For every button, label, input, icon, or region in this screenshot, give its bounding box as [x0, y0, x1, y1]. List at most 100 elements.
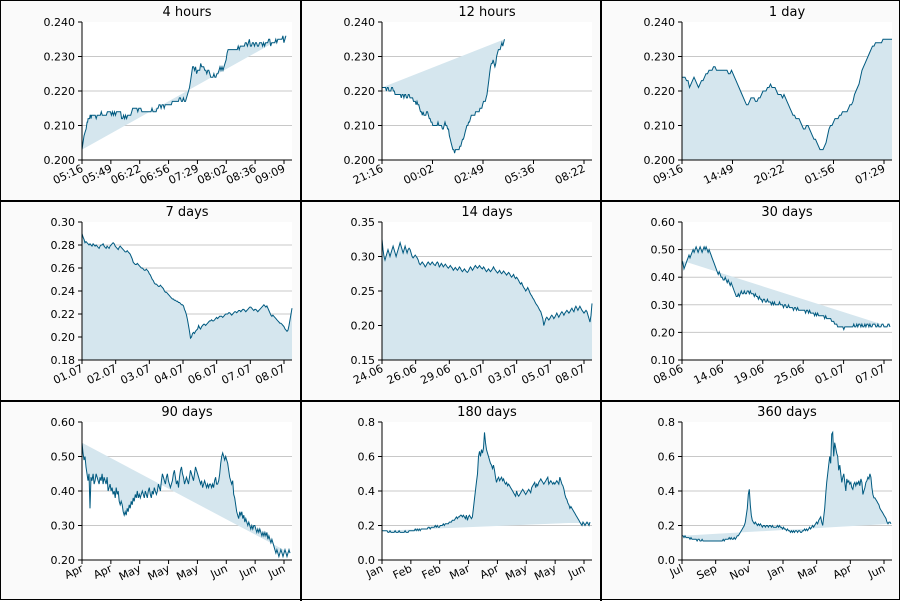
chart-title: 90 days [161, 405, 213, 420]
y-tick-label: 0.210 [344, 120, 376, 133]
series-area [82, 233, 292, 360]
y-tick-label: 0.24 [51, 285, 76, 298]
x-tick-label: 08.07 [553, 362, 587, 387]
y-tick-label: 0.0 [658, 554, 676, 567]
panel-divider [1, 200, 900, 202]
y-tick-label: 0.60 [51, 416, 76, 429]
chart-panel-14-days: 14 days 0.15 0.20 0.25 0.30 0.35 24.06 26.06 29.… [301, 201, 601, 401]
x-tick-label: 06.07 [186, 362, 220, 387]
chart-360-days: 360 days 0.0 0.2 0.4 0.6 0.8 Jul Sep Nov Jan Mar Ap… [658, 405, 892, 583]
chart-title: 4 hours [163, 5, 212, 20]
y-tick-label: 0.0 [358, 554, 376, 567]
y-tick-label: 0.6 [358, 451, 376, 464]
y-tick-label: 0.30 [651, 299, 676, 312]
panel-divider [300, 1, 302, 601]
x-tick-label: Nov [728, 562, 753, 583]
chart-title: 14 days [461, 205, 513, 220]
chart-title: 1 day [769, 5, 806, 20]
x-tick-label: Jun [865, 562, 887, 581]
x-tick-label: Jul [667, 562, 685, 580]
x-tick-label: 07:29 [853, 162, 887, 187]
y-tick-label: 0.26 [51, 262, 76, 275]
y-tick-label: 0.18 [51, 354, 76, 367]
plot-area [682, 222, 892, 360]
x-tick-label: Apr [478, 562, 501, 582]
series-area [82, 35, 286, 150]
y-tick-label: 0.200 [344, 154, 376, 167]
y-tick-label: 0.8 [658, 416, 676, 429]
series-area [682, 246, 890, 330]
panel-divider [1, 400, 900, 402]
x-tick-label: Sep [695, 562, 719, 583]
chart-title: 12 hours [458, 5, 515, 20]
x-tick-label: 07.07 [853, 362, 887, 387]
y-tick-label: 0.240 [644, 16, 676, 29]
x-tick-label: 14.06 [692, 362, 726, 387]
series-area [682, 39, 892, 160]
series-area [382, 432, 590, 533]
x-tick-label: Apr [91, 562, 114, 582]
x-tick-label: Jun [565, 562, 587, 581]
y-tick-label: 0.8 [358, 416, 376, 429]
x-tick-label: Jun [236, 562, 258, 581]
y-tick-label: 0.4 [658, 485, 676, 498]
chart-panel-7-days: 7 days 0.18 0.20 0.22 0.24 0.26 0.28 0.30 01.07 0… [1, 201, 301, 401]
chart-title: 360 days [757, 405, 817, 420]
chart-title: 180 days [457, 405, 517, 420]
chart-panel-4-hours: 4 hours 0.200 0.210 0.220 0.230 0.240 05:16 05:… [1, 1, 301, 201]
x-tick-label: Feb [391, 562, 414, 582]
series-line [382, 39, 505, 154]
y-tick-label: 0.20 [51, 554, 76, 567]
x-tick-label: 03.07 [486, 362, 520, 387]
y-tick-label: 0.200 [644, 154, 676, 167]
y-tick-label: 0.15 [351, 354, 376, 367]
x-tick-label: Mar [448, 562, 473, 583]
x-tick-label: 02.07 [85, 362, 119, 387]
x-tick-label: Apr [831, 562, 854, 582]
y-tick-label: 0.230 [44, 51, 76, 64]
series-area [682, 432, 891, 541]
chart-panel-180-days: 180 days 0.0 0.2 0.4 0.6 0.8 Jan Feb Feb Mar Apr Ma… [301, 401, 601, 601]
y-tick-label: 0.210 [44, 120, 76, 133]
y-tick-label: 0.28 [51, 239, 76, 252]
y-tick-label: 0.30 [51, 520, 76, 533]
x-tick-label: Jun [265, 562, 287, 581]
chart-panel-90-days: 90 days 0.20 0.30 0.40 0.50 0.60 Apr Apr May May M… [1, 401, 301, 601]
y-tick-label: 0.40 [651, 271, 676, 284]
x-tick-label: 14:49 [702, 162, 736, 187]
y-tick-label: 0.50 [51, 451, 76, 464]
series-line [682, 430, 892, 542]
x-tick-label: 00:02 [402, 162, 436, 187]
x-tick-label: 08.07 [253, 362, 287, 387]
chart-4-hours: 4 hours0.2000.2100.2200.2300.24005:1605:… [44, 5, 292, 187]
panel-divider [600, 1, 602, 601]
y-tick-label: 0.6 [658, 451, 676, 464]
y-tick-label: 0.220 [644, 85, 676, 98]
y-tick-label: 0.60 [651, 216, 676, 229]
x-tick-label: May [175, 562, 202, 584]
x-tick-label: 04.07 [152, 362, 186, 387]
series-line [81, 233, 293, 340]
x-tick-label: 03.07 [119, 362, 153, 387]
x-tick-label: 01.07 [452, 362, 486, 387]
y-tick-label: 0.220 [344, 85, 376, 98]
x-tick-label: 26.06 [385, 362, 419, 387]
x-tick-label: May [503, 562, 530, 584]
y-tick-label: 0.20 [351, 320, 376, 333]
series-area [382, 239, 592, 360]
y-tick-label: 0.230 [644, 51, 676, 64]
y-tick-label: 0.2 [658, 520, 676, 533]
y-tick-label: 0.210 [644, 120, 676, 133]
x-tick-label: Mar [796, 562, 821, 583]
chart-title: 7 days [165, 205, 208, 220]
chart-panel-360-days: 360 days 0.0 0.2 0.4 0.6 0.8 Jul Sep Nov Jan Mar Ap… [601, 401, 900, 601]
y-tick-label: 0.20 [651, 326, 676, 339]
x-tick-label: Jan [764, 562, 786, 581]
series-line [381, 239, 593, 326]
y-tick-label: 0.2 [358, 520, 376, 533]
